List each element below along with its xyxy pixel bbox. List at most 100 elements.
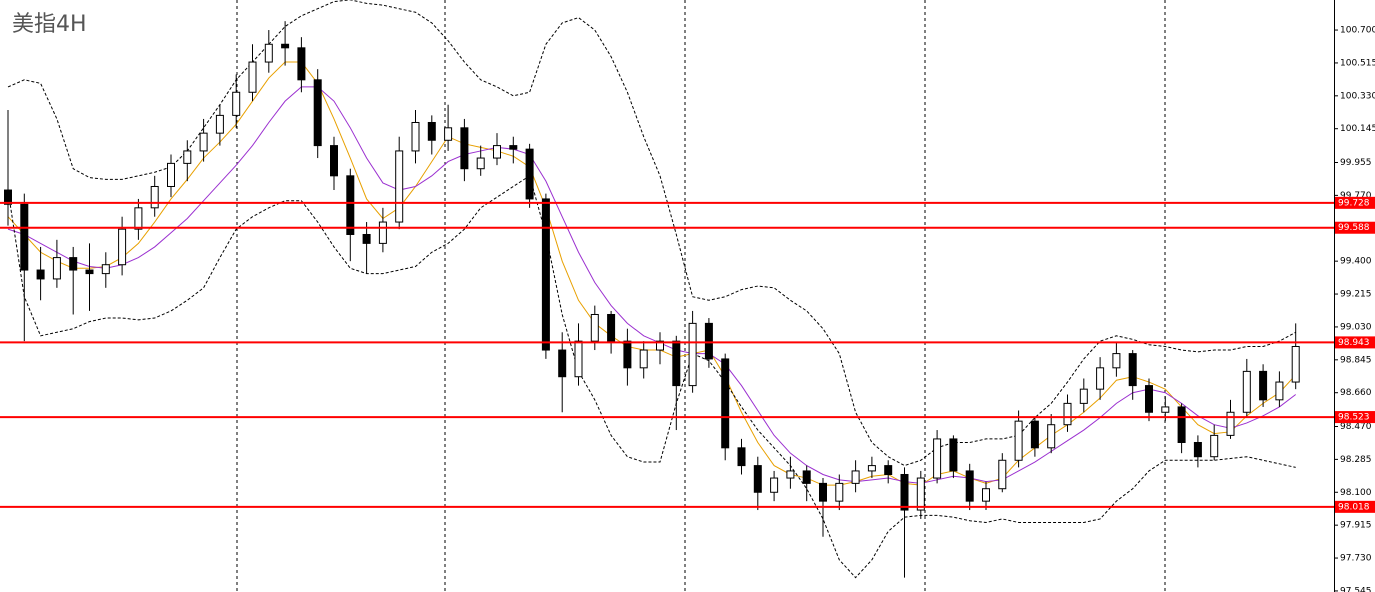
candle-body [802, 470, 811, 484]
candle-body [1096, 367, 1105, 390]
y-tick-label: 97.545 [1340, 586, 1372, 592]
candle-body [134, 207, 143, 230]
candle-body [704, 322, 713, 360]
candle-body [672, 340, 681, 387]
candle-body [199, 132, 208, 152]
candle-body [900, 473, 909, 511]
candle-body [52, 257, 61, 280]
candle-body [998, 459, 1007, 490]
candle-body [20, 203, 29, 271]
candle-body [1291, 345, 1300, 383]
band-line [7, 0, 1296, 467]
candle-body [248, 61, 257, 93]
y-tick-label: 97.915 [1340, 521, 1372, 531]
candle-body [1193, 441, 1202, 458]
candle-body [1161, 406, 1170, 413]
y-tick-label: 100.515 [1340, 58, 1375, 68]
candle-body [264, 43, 273, 63]
candle-body [493, 145, 501, 159]
candle-body [835, 482, 844, 502]
y-tick-label: 99.770 [1340, 191, 1372, 201]
y-tick-label: 100.145 [1340, 124, 1375, 134]
moving-average [7, 61, 1297, 486]
candle-body [1275, 381, 1284, 401]
candle-body [395, 150, 404, 223]
candle-body [215, 114, 224, 134]
candle-body [509, 145, 518, 150]
candle-body [1259, 370, 1268, 401]
candle-body [444, 127, 453, 141]
candle-body [558, 349, 567, 378]
y-tick-label: 100.330 [1340, 91, 1375, 101]
moving-average [7, 86, 1297, 484]
candle-body [721, 358, 730, 449]
candle-body [411, 121, 420, 152]
candle-body [656, 340, 664, 351]
candle-body [281, 43, 290, 49]
y-tick-label: 98.100 [1340, 488, 1372, 498]
candle-body [639, 349, 648, 369]
candle-body [297, 47, 306, 81]
candle-body [525, 148, 534, 200]
day-separators [236, 0, 1166, 592]
candle-body [346, 175, 355, 235]
chart-title: 美指4H [12, 12, 87, 37]
y-tick-label: 98.845 [1340, 355, 1372, 365]
candle-body [150, 185, 159, 209]
level-label: 98.943 [1338, 338, 1370, 348]
candle-body [427, 121, 436, 141]
candle-body [330, 145, 338, 177]
candle-body [884, 465, 893, 475]
candle-body [933, 438, 942, 479]
candle-body [69, 257, 78, 271]
candle-body [1112, 353, 1121, 369]
y-tick-label: 97.730 [1340, 554, 1372, 564]
candle-body [1063, 402, 1072, 426]
y-tick-label: 99.955 [1340, 158, 1372, 168]
y-tick-label: 99.400 [1340, 257, 1372, 267]
level-label: 98.018 [1338, 502, 1370, 512]
level-label-box [1335, 196, 1375, 209]
candle-body [1210, 434, 1219, 458]
level-label-box [1335, 411, 1375, 424]
candle-body [4, 189, 12, 205]
y-tick-label: 99.215 [1340, 290, 1372, 300]
y-tick-label: 98.660 [1340, 388, 1372, 398]
candle-body [965, 470, 974, 502]
y-tick-label: 100.700 [1340, 26, 1375, 36]
level-label-box [1335, 221, 1375, 234]
candle-body [574, 340, 583, 378]
candle-body [460, 127, 469, 170]
candle-body [476, 157, 485, 170]
candle-body [378, 221, 387, 244]
candle-body [118, 228, 127, 266]
candle-body [1145, 385, 1153, 413]
candle-body [916, 477, 925, 511]
candle-body [851, 470, 860, 484]
level-label-box [1335, 336, 1375, 349]
candle-body [1047, 424, 1056, 449]
candle-body [232, 91, 241, 116]
level-label-box [1335, 500, 1375, 513]
candle-body [688, 322, 697, 387]
candle-body [362, 233, 371, 244]
candle-body [1079, 388, 1088, 404]
level-label: 98.523 [1338, 413, 1370, 423]
y-tick-label: 98.285 [1340, 455, 1372, 465]
candle-body [85, 269, 94, 275]
candle-body [101, 264, 110, 275]
candle-body [786, 470, 795, 479]
candle-body [183, 150, 192, 164]
candle-body [867, 465, 876, 472]
candle-body [607, 313, 616, 342]
candle-body [541, 198, 550, 351]
candle-body [1177, 406, 1186, 443]
candle-body [1128, 353, 1137, 387]
y-tick-label: 99.030 [1340, 322, 1372, 332]
candle-body [949, 438, 958, 472]
candle-body [623, 340, 632, 369]
level-label: 99.728 [1338, 198, 1370, 208]
candle-body [737, 447, 746, 467]
